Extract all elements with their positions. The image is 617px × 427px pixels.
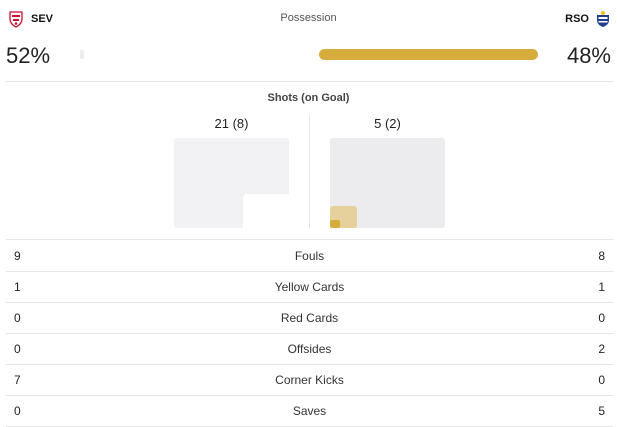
stat-row: 1 Yellow Cards 1 <box>6 271 613 302</box>
away-team-abbr: RSO <box>565 13 589 25</box>
away-on-goal-marker <box>330 220 340 228</box>
stat-away-value: 0 <box>598 373 605 387</box>
stat-home-value: 0 <box>14 404 21 418</box>
stat-name: Fouls <box>294 249 325 263</box>
section-divider <box>6 239 613 240</box>
stat-home-value: 7 <box>14 373 21 387</box>
stat-home-value: 1 <box>14 280 21 294</box>
stat-home-value: 9 <box>14 249 21 263</box>
stat-row: 0 Red Cards 0 <box>6 302 613 333</box>
stat-name: Red Cards <box>280 311 339 325</box>
stat-away-value: 5 <box>598 404 605 418</box>
home-shots-goal-graphic <box>174 138 289 228</box>
stat-away-value: 1 <box>598 280 605 294</box>
away-possession-bar <box>319 49 538 60</box>
stat-row: 7 Corner Kicks 0 <box>6 364 613 395</box>
home-possession-bar <box>80 50 84 59</box>
stat-row: 9 Fouls 8 <box>6 240 613 271</box>
stat-name: Yellow Cards <box>274 280 345 294</box>
home-goal-notch <box>243 194 289 228</box>
stat-away-value: 8 <box>598 249 605 263</box>
stat-home-value: 0 <box>14 311 21 325</box>
possession-label: Possession <box>280 12 337 24</box>
away-shots-value: 5 (2) <box>374 116 401 131</box>
away-possession-value: 48% <box>566 43 611 68</box>
stat-name: Saves <box>292 404 327 418</box>
stat-away-value: 2 <box>598 342 605 356</box>
away-shots-goal-graphic <box>330 138 445 228</box>
section-divider <box>6 81 613 82</box>
home-team-abbr: SEV <box>31 13 54 25</box>
real-sociedad-crest-icon <box>594 10 612 28</box>
match-header: SEV Possession RSO 52% 48% <box>0 0 617 82</box>
stat-home-value: 0 <box>14 342 21 356</box>
stat-name: Corner Kicks <box>275 373 344 387</box>
stat-row: 0 Saves 5 <box>6 395 613 426</box>
stat-divider <box>6 395 613 396</box>
stat-divider <box>6 271 613 272</box>
stat-row: 0 Offsides 2 <box>6 333 613 364</box>
stat-name: Offsides <box>287 342 332 356</box>
possession-bar <box>80 49 538 60</box>
stat-away-value: 0 <box>598 311 605 325</box>
home-team[interactable]: SEV <box>7 10 53 28</box>
shots-title: Shots (on Goal) <box>267 92 350 104</box>
home-possession-value: 52% <box>6 43 51 68</box>
stat-divider <box>6 333 613 334</box>
away-team[interactable]: RSO <box>565 10 612 28</box>
stat-divider <box>6 364 613 365</box>
home-shots-value: 21 (8) <box>214 116 249 131</box>
shots-separator <box>309 115 310 228</box>
stat-divider <box>6 302 613 303</box>
sevilla-crest-icon <box>7 10 25 28</box>
